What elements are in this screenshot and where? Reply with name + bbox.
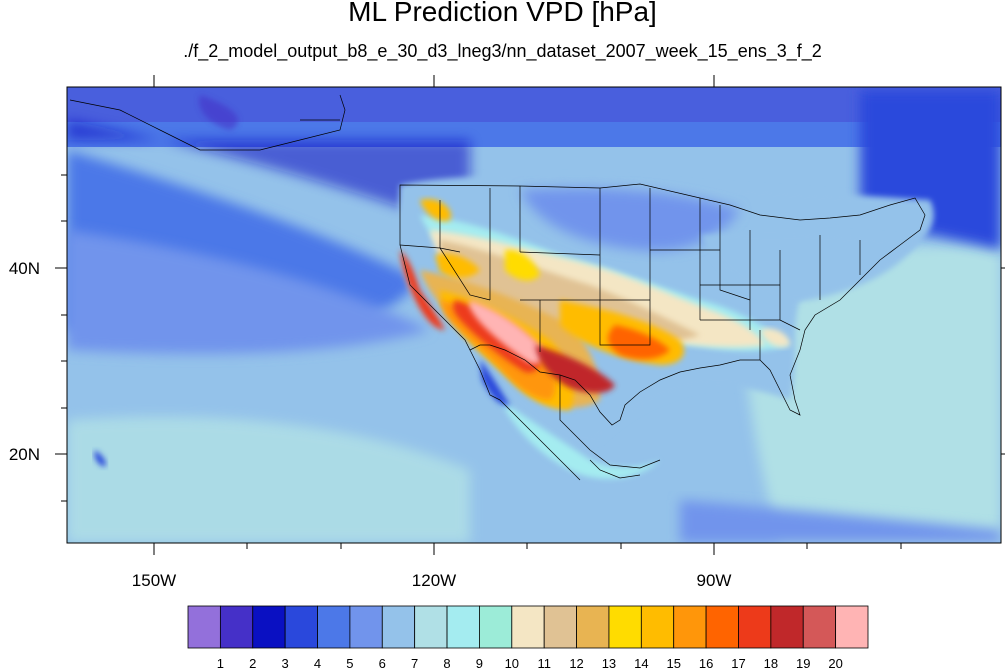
colorbar-label: 18 [763,656,779,671]
colorbar-label: 20 [828,656,843,671]
colorbar-swatch [381,605,416,649]
colorbar-label: 14 [634,656,649,671]
colorbar-label: 5 [346,656,354,671]
colorbar-swatch [284,605,318,649]
colorbar-label: 2 [249,656,257,671]
colorbar-swatch [576,605,610,649]
colorbar-label: 12 [569,656,584,671]
colorbar-swatch [835,605,869,649]
vpd-field [67,87,1001,543]
colorbar-swatch [511,605,545,649]
colorbar-swatch [187,605,221,649]
colorbar-label: 19 [796,656,811,671]
colorbar-swatch [479,605,513,649]
colorbar-label: 3 [281,656,289,671]
colorbar-label: 13 [601,656,617,671]
colorbar-label: 10 [504,656,520,671]
colorbar-swatch [608,605,642,649]
colorbar-swatch [640,605,675,649]
colorbar-swatch [770,605,804,649]
colorbar-label: 6 [378,656,386,671]
colorbar-swatch [446,605,480,649]
colorbar [187,605,869,649]
colorbar-label: 15 [666,656,681,671]
colorbar-swatch [802,605,837,649]
colorbar-label: 16 [698,656,714,671]
colorbar-swatch [414,605,448,649]
lon-label-150w: 150W [131,571,177,590]
colorbar-label: 4 [313,656,322,671]
colorbar-swatch [252,605,286,649]
chart-subtitle: ./f_2_model_output_b8_e_30_d3_lneg3/nn_d… [183,41,822,61]
colorbar-swatch [738,605,772,649]
chart-title: ML Prediction VPD [hPa] [348,0,657,27]
colorbar-label: 11 [537,656,551,671]
lon-label-120w: 120W [411,571,457,590]
colorbar-swatch [317,605,351,649]
colorbar-swatch [543,605,577,649]
colorbar-swatch [349,605,383,649]
lon-label-90w: 90W [696,571,732,590]
colorbar-label: 17 [731,656,746,671]
lat-label-20n: 20N [8,445,40,464]
vpd-map [55,75,1005,555]
boundaries [69,94,926,481]
colorbar-label: 8 [443,656,451,671]
axis-ticks [55,75,1005,555]
colorbar-swatch [705,605,739,649]
colorbar-label: 7 [411,656,419,671]
colorbar-swatch [219,605,254,649]
colorbar-label: 9 [475,656,484,671]
colorbar-label: 1 [216,656,224,671]
lat-label-40n: 40N [8,259,40,278]
colorbar-swatch [673,605,707,649]
